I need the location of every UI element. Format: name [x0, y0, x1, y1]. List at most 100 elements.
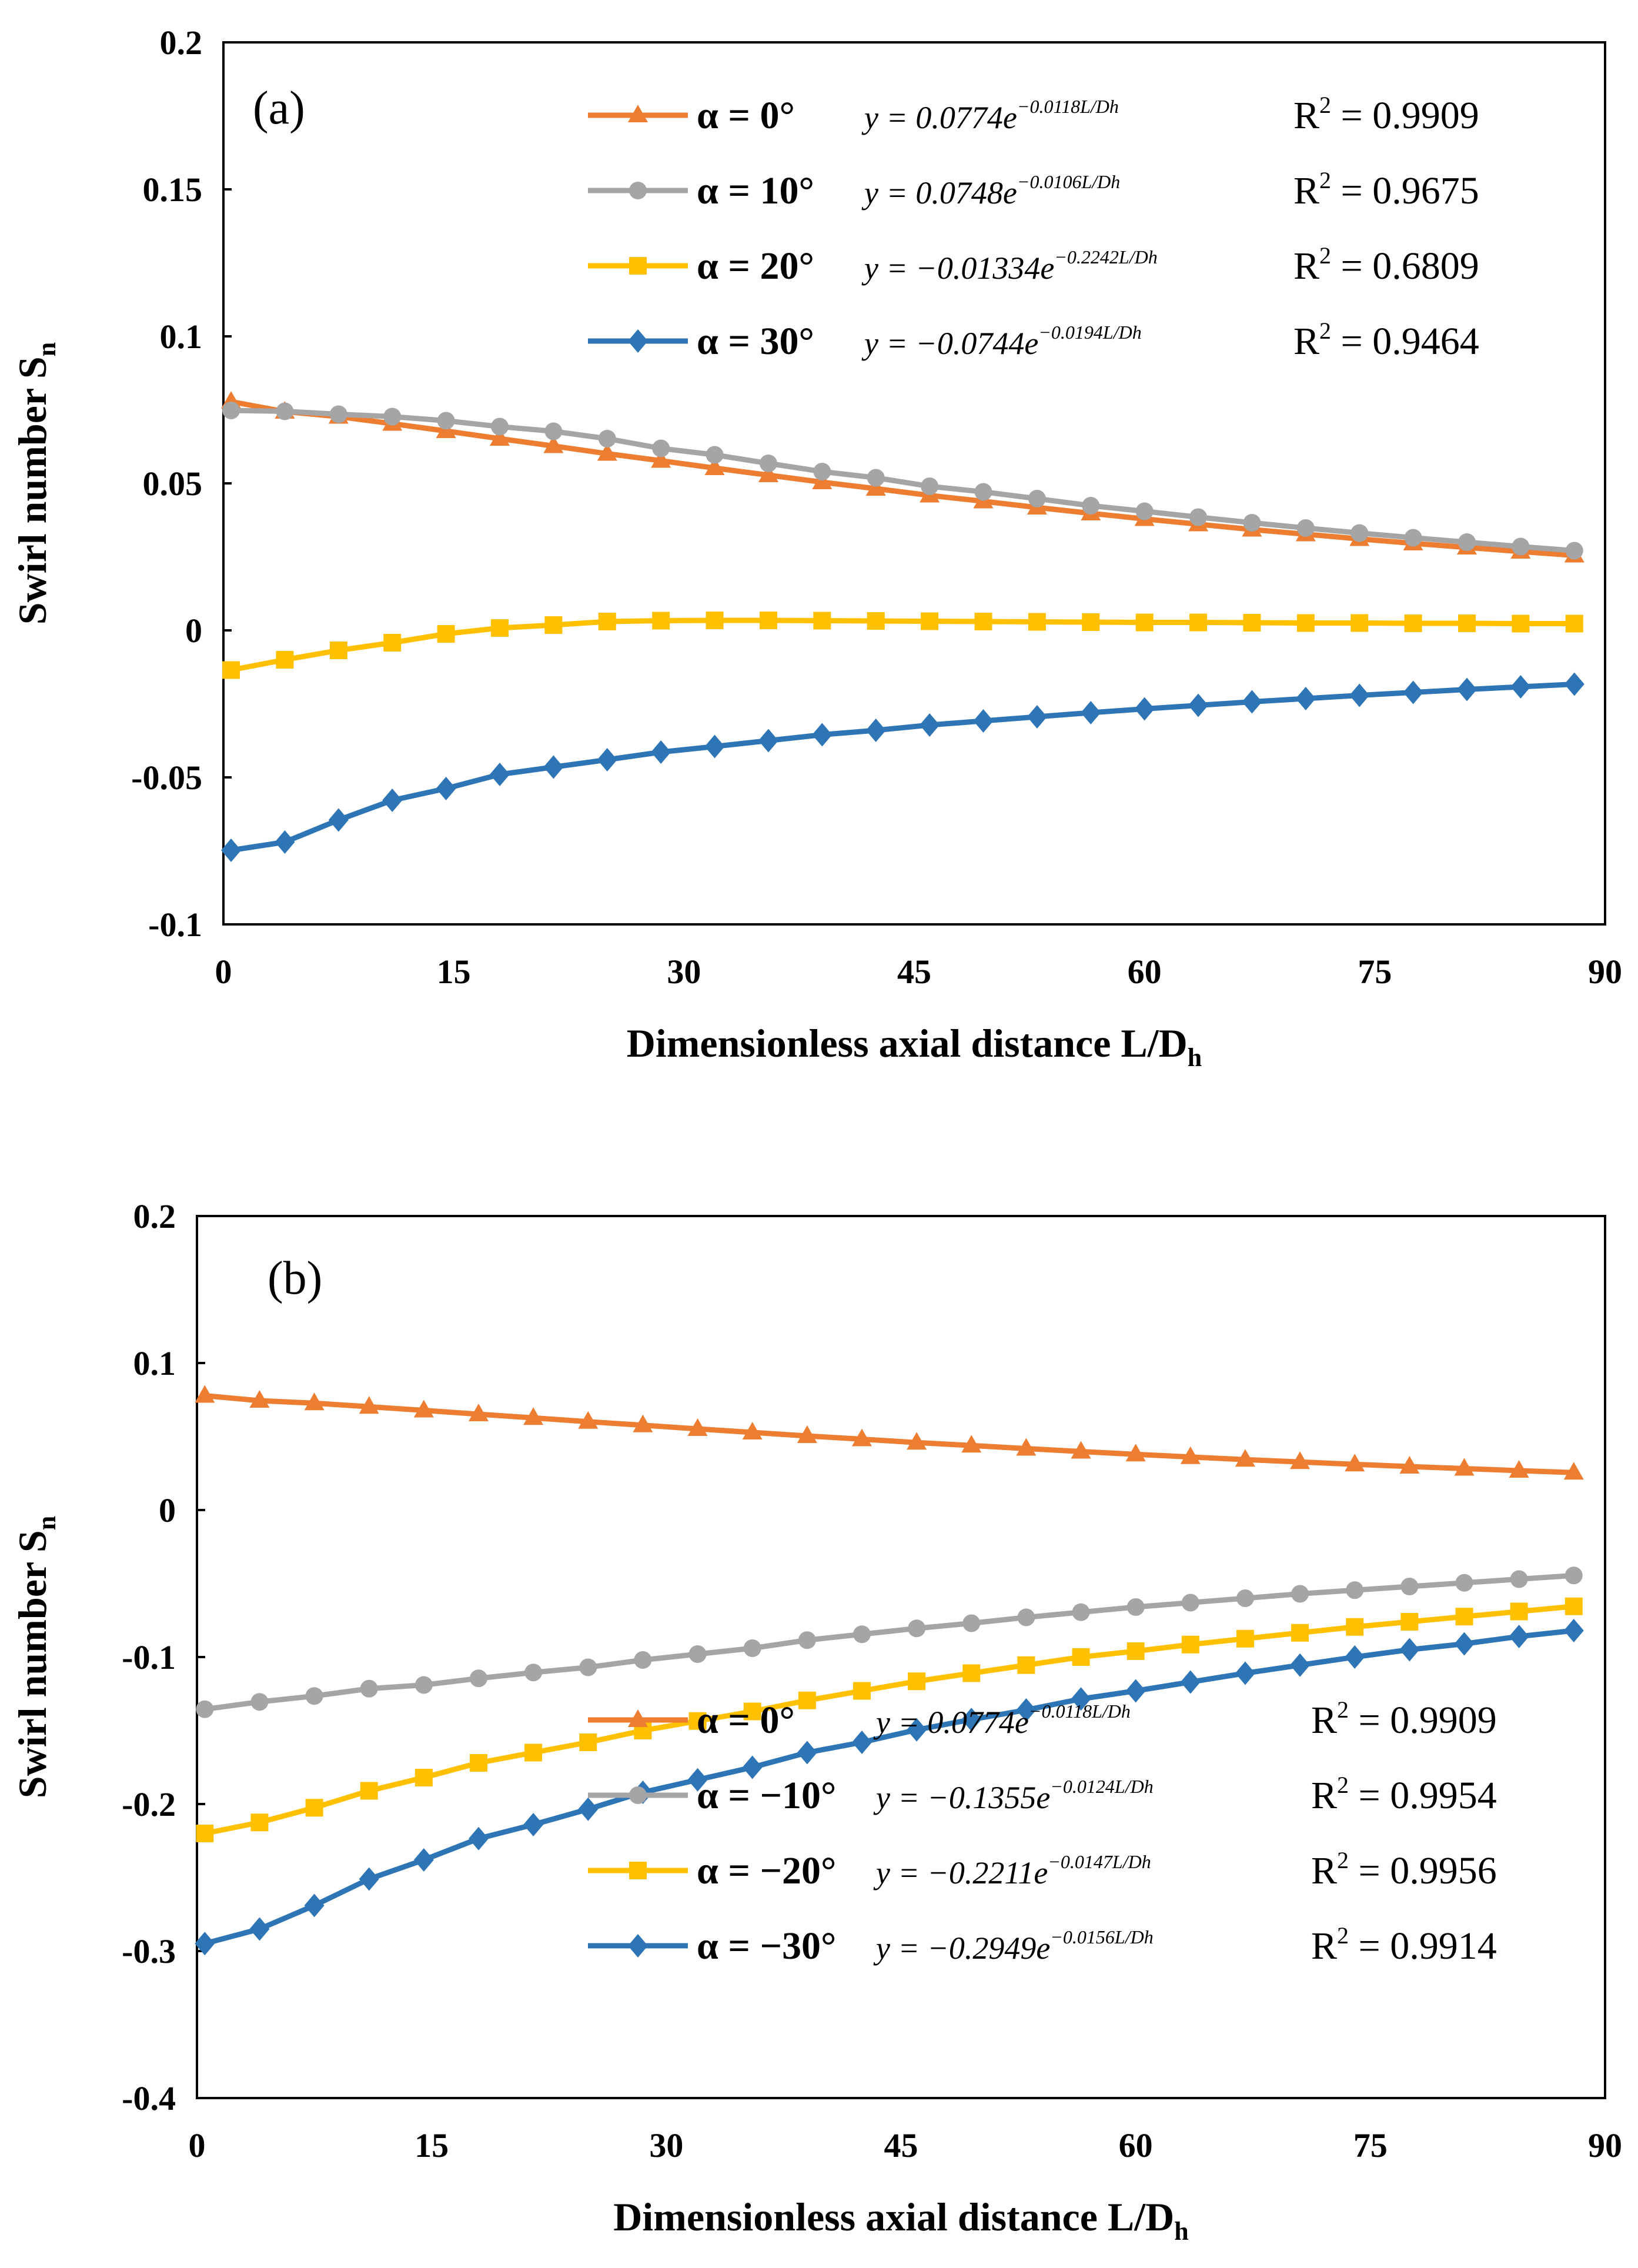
data-point-series-0 [469, 1404, 489, 1421]
data-point-series-0 [865, 478, 886, 496]
data-point-series-2 [853, 1682, 871, 1700]
data-point-series-3 [1510, 675, 1531, 699]
data-point-series-0 [961, 1435, 982, 1453]
y-tick-label: -0.1 [122, 1638, 176, 1676]
x-axis-title-subscript: h [1188, 1043, 1202, 1072]
data-point-series-0 [742, 1422, 763, 1439]
data-point-series-0 [195, 1385, 215, 1403]
data-point-series-3 [1081, 701, 1101, 724]
data-point-series-1 [853, 1625, 871, 1644]
series-line-0 [230, 399, 1575, 558]
legend-marker-3 [628, 1934, 648, 1958]
data-point-series-2 [196, 1825, 214, 1842]
y-tick-label: -0.4 [122, 2079, 176, 2117]
y-tick-label: 0.2 [160, 24, 203, 62]
legend-marker-3 [628, 329, 648, 353]
data-point-series-2 [222, 661, 240, 679]
legend-series-name: α = 0° [697, 1699, 795, 1742]
data-point-series-2 [813, 612, 831, 630]
data-point-series-0 [249, 1390, 270, 1408]
data-point-series-3 [704, 734, 725, 759]
data-point-series-0 [1290, 1451, 1311, 1469]
data-point-series-2 [974, 613, 992, 630]
data-point-series-1 [1296, 519, 1315, 537]
data-point-series-0 [907, 1432, 927, 1450]
data-point-series-3 [687, 1768, 708, 1792]
data-point-series-3 [413, 1848, 434, 1872]
legend-series-name: α = 0° [697, 94, 795, 137]
data-point-series-1 [414, 1676, 433, 1694]
data-point-series-1 [1028, 490, 1046, 507]
data-point-series-1 [974, 483, 992, 501]
data-point-series-2 [414, 1769, 433, 1786]
data-point-series-3 [1399, 1638, 1420, 1662]
data-point-series-1 [222, 402, 240, 419]
data-point-series-1 [962, 1614, 981, 1632]
x-tick-label: 75 [1353, 2126, 1388, 2165]
data-point-series-1 [276, 402, 294, 420]
legend-r2-superscript: 2 [1319, 92, 1331, 118]
legend-series-name: α = −30° [697, 1925, 836, 1968]
y-tick-label: -0.1 [148, 906, 202, 944]
data-point-series-1 [1400, 1578, 1419, 1595]
legend-r2-value: = 0.9909 [1349, 1699, 1497, 1742]
data-point-series-2 [1350, 614, 1369, 632]
legend-r2-superscript: 2 [1319, 242, 1331, 269]
data-point-series-1 [470, 1669, 487, 1688]
data-point-series-3 [1349, 683, 1370, 707]
data-point-series-3 [1235, 1661, 1255, 1685]
x-axis-title-subscript: h [1174, 2217, 1188, 2246]
legend-r2-superscript: 2 [1319, 167, 1331, 193]
legend-fit-equation: y = −0.0744e−0.0194L/Dh [861, 322, 1142, 361]
data-point-series-2 [1404, 614, 1422, 632]
data-point-series-1 [1082, 497, 1100, 515]
data-point-series-3 [436, 777, 456, 800]
legend-series-name: α = 30° [697, 320, 814, 363]
data-point-series-1 [544, 422, 563, 440]
legend-r2-value: = 0.6809 [1331, 245, 1479, 288]
data-point-series-3 [1454, 1632, 1475, 1656]
legend-fit-exponent: −0.0194L/Dh [1038, 322, 1141, 343]
data-point-series-3 [1125, 1679, 1146, 1703]
y-tick-label: 0 [185, 612, 202, 650]
data-point-series-2 [1126, 1642, 1145, 1660]
data-point-series-1 [491, 417, 509, 436]
data-point-series-0 [797, 1425, 817, 1443]
y-tick-label: -0.3 [122, 1932, 176, 1970]
legend-fit-exponent: −0.0124L/Dh [1050, 1776, 1153, 1797]
legend-fit-exponent: −0.0118L/Dh [1029, 1701, 1131, 1722]
panel-a: -0.1 -0.05 0 0.05 0.1 0.15 0.2 0 15 30 45 60 75 90 Dim… [10, 24, 1622, 1072]
data-point-series-3 [543, 755, 564, 779]
data-point-series-0 [1509, 1460, 1529, 1478]
legend-fit-exponent: −0.0106L/Dh [1017, 171, 1120, 192]
legend-r2-value: = 0.9914 [1349, 1925, 1497, 1968]
data-point-series-2 [1565, 614, 1583, 633]
x-tick-label: 0 [215, 953, 232, 991]
legend-marker-1 [629, 1786, 647, 1804]
series-line-3 [204, 1628, 1575, 1946]
data-point-series-3 [920, 713, 940, 737]
y-tick-label: 0.1 [160, 318, 203, 356]
panel-label: (a) [253, 82, 305, 134]
data-point-series-0 [1125, 1444, 1146, 1462]
legend-fit-exponent: −0.0156L/Dh [1050, 1926, 1153, 1948]
data-point-series-0 [758, 465, 778, 482]
data-point-series-1 [1565, 542, 1583, 560]
data-point-series-3 [469, 1826, 489, 1851]
y-tick-label: 0.2 [133, 1197, 176, 1235]
x-tick-label: 45 [897, 953, 931, 991]
legend-marker-0 [628, 105, 648, 122]
data-point-series-1 [652, 439, 670, 457]
data-point-series-1 [813, 463, 831, 480]
data-point-series-1 [634, 1651, 652, 1669]
x-tick-label: 60 [1119, 2126, 1153, 2165]
legend-r2-superscript: 2 [1319, 318, 1331, 344]
data-point-series-1 [1181, 1594, 1199, 1612]
data-point-series-2 [1072, 1648, 1090, 1666]
data-point-series-1 [1291, 1585, 1309, 1603]
data-point-series-2 [759, 612, 777, 629]
x-tick-label: 90 [1588, 953, 1622, 991]
legend-fit-exponent: −0.0147L/Dh [1048, 1851, 1151, 1872]
